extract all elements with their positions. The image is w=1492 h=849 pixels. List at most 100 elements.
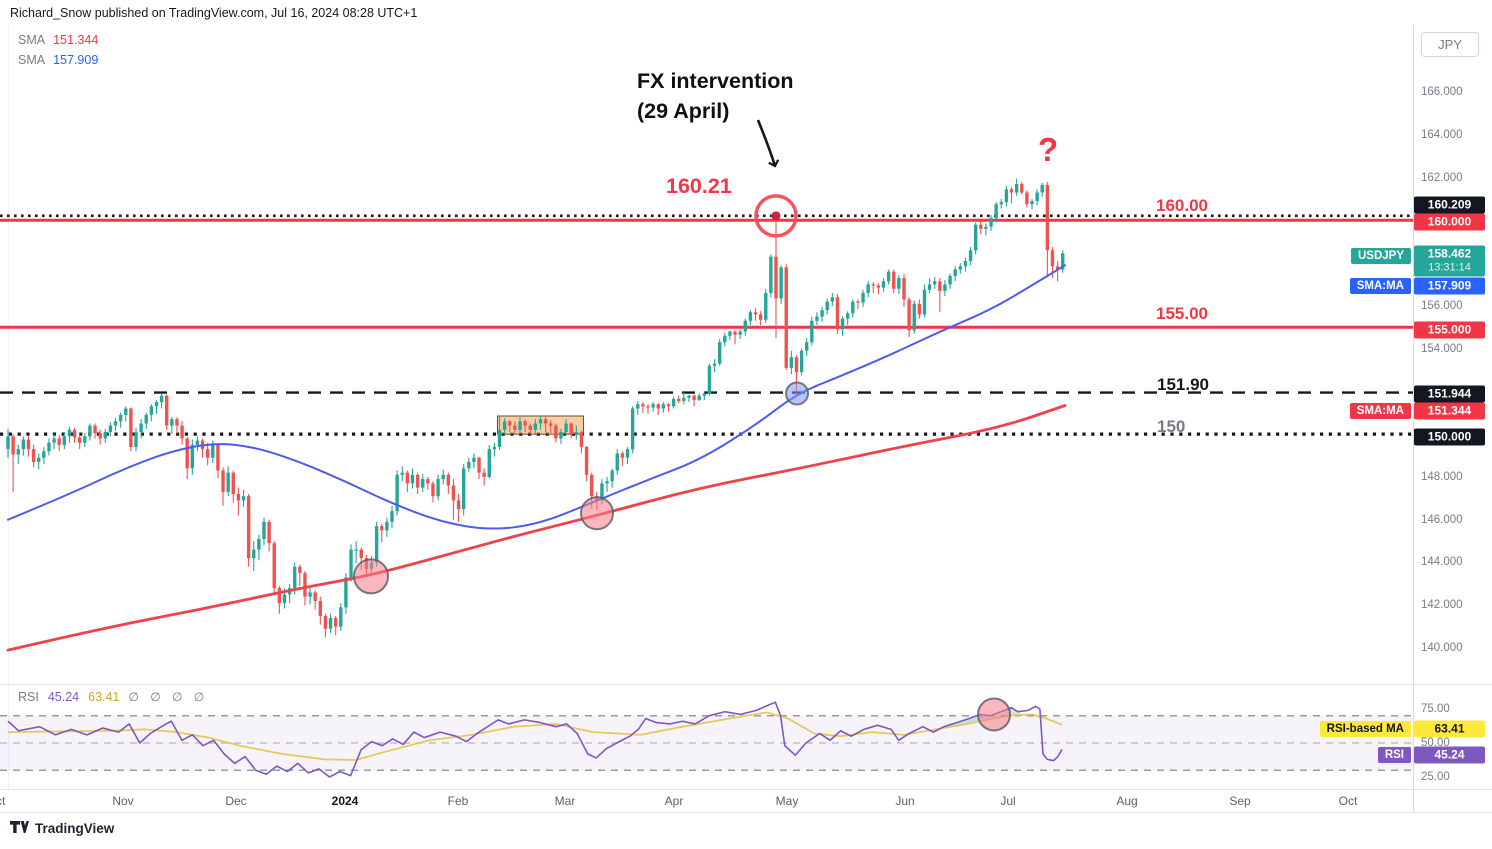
candle-body bbox=[1035, 192, 1039, 202]
candle-body bbox=[922, 289, 927, 315]
candle-body bbox=[881, 281, 886, 288]
candle-body bbox=[1009, 189, 1014, 193]
candle-body bbox=[871, 284, 875, 286]
candle-body bbox=[1025, 192, 1029, 205]
candle-body bbox=[554, 425, 558, 439]
candle-body bbox=[267, 521, 271, 544]
candle-body bbox=[810, 320, 814, 343]
candle-body bbox=[892, 271, 896, 289]
candle-body bbox=[1020, 183, 1024, 193]
candle-body bbox=[88, 425, 92, 437]
candle-body bbox=[390, 511, 394, 522]
rsi-ma-line bbox=[7, 711, 1063, 761]
candle-body bbox=[431, 483, 435, 497]
candle-body bbox=[441, 474, 445, 480]
candle-body bbox=[410, 474, 415, 484]
candle-body bbox=[984, 226, 988, 229]
candle-body bbox=[523, 421, 527, 426]
candle-body bbox=[574, 432, 579, 435]
candle-body bbox=[303, 573, 307, 597]
candle-body bbox=[774, 256, 778, 299]
marker-circle bbox=[977, 697, 1012, 732]
candle-body bbox=[989, 218, 993, 227]
candle-body bbox=[589, 474, 594, 497]
currency-toggle-button[interactable]: JPY bbox=[1421, 32, 1479, 57]
candle-body bbox=[851, 301, 855, 314]
candle-body bbox=[83, 436, 87, 443]
candle-body bbox=[144, 414, 148, 424]
candle-body bbox=[630, 408, 635, 450]
candle-body bbox=[67, 429, 72, 437]
candle-body bbox=[205, 449, 210, 458]
candle-body bbox=[139, 423, 143, 433]
candle-body bbox=[446, 474, 451, 486]
candle-body bbox=[994, 204, 998, 219]
candle-body bbox=[886, 271, 891, 282]
candle-body bbox=[753, 312, 758, 315]
candle-body bbox=[16, 449, 20, 455]
tradingview-logo[interactable]: TradingView bbox=[10, 820, 114, 836]
candle-body bbox=[646, 406, 650, 408]
candle-body bbox=[999, 202, 1003, 205]
candle-body bbox=[856, 301, 860, 303]
candle-body bbox=[318, 600, 323, 616]
candle-body bbox=[513, 425, 517, 430]
candle-body bbox=[359, 549, 363, 559]
candle-body bbox=[769, 256, 773, 294]
candle-body bbox=[764, 293, 768, 320]
candle-body bbox=[103, 432, 107, 439]
sma-fast-line bbox=[7, 264, 1066, 530]
candle-body bbox=[543, 419, 548, 424]
candle-body bbox=[712, 363, 717, 366]
candle-body bbox=[492, 446, 497, 450]
candle-body bbox=[149, 406, 154, 415]
candle-body bbox=[185, 438, 189, 469]
candle-body bbox=[728, 331, 732, 336]
candle-body bbox=[610, 470, 614, 482]
candle-body bbox=[758, 314, 763, 320]
candle-body bbox=[1050, 250, 1055, 267]
candle-body bbox=[421, 479, 425, 488]
candle-body bbox=[564, 423, 568, 433]
candle-body bbox=[979, 224, 983, 229]
candle-body bbox=[1061, 253, 1065, 270]
candle-body bbox=[677, 398, 681, 402]
candle-body bbox=[456, 500, 461, 510]
candle-body bbox=[707, 365, 712, 394]
candle-body bbox=[600, 483, 604, 501]
candle-body bbox=[538, 419, 543, 424]
candle-body bbox=[784, 267, 788, 368]
candle-body bbox=[943, 284, 947, 291]
candle-body bbox=[113, 421, 118, 426]
candle-body bbox=[528, 425, 532, 430]
candle-body bbox=[927, 284, 932, 290]
candle-body bbox=[129, 408, 133, 447]
candle-body bbox=[840, 318, 845, 330]
candle-body bbox=[697, 395, 701, 400]
candle-body bbox=[374, 526, 379, 563]
candle-body bbox=[241, 496, 246, 501]
candle-body bbox=[159, 395, 164, 403]
candle-body bbox=[236, 494, 241, 501]
candle-body bbox=[743, 320, 747, 332]
candle-body bbox=[968, 250, 973, 261]
candle-body bbox=[6, 436, 10, 450]
candle-body bbox=[1030, 201, 1034, 205]
candle-body bbox=[415, 474, 420, 488]
candle-body bbox=[211, 444, 215, 458]
candle-body bbox=[246, 496, 251, 559]
candle-body bbox=[738, 331, 742, 335]
candle-body bbox=[313, 592, 317, 601]
candle-body bbox=[902, 278, 906, 300]
price-scale[interactable] bbox=[1414, 25, 1492, 789]
candle-body bbox=[897, 278, 901, 289]
candle-body bbox=[180, 425, 184, 439]
candle-body bbox=[692, 395, 696, 400]
marker-circle bbox=[353, 558, 389, 595]
time-scale[interactable] bbox=[0, 789, 1413, 812]
candle-body bbox=[262, 521, 266, 539]
candle-body bbox=[293, 566, 297, 589]
candle-body bbox=[717, 342, 722, 364]
